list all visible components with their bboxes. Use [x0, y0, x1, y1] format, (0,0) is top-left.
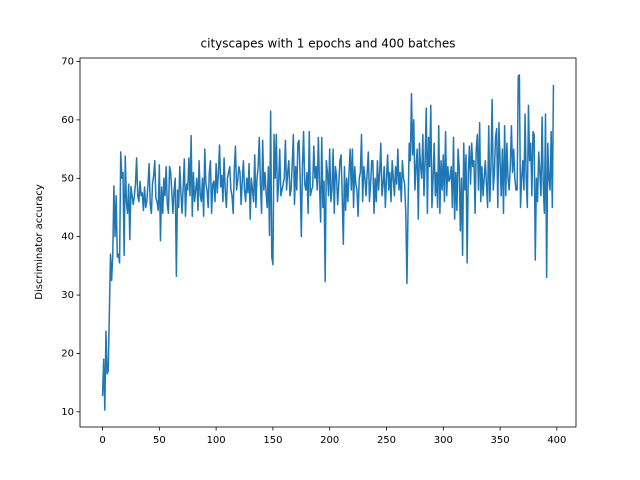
data-line	[101, 74, 555, 411]
y-tick-label: 60	[61, 115, 74, 126]
y-tick-label: 10	[61, 407, 74, 418]
x-tick-label: 300	[434, 435, 453, 446]
x-tick-label: 0	[99, 435, 105, 446]
x-tick-label: 250	[377, 435, 396, 446]
x-tick-label: 200	[320, 435, 339, 446]
y-tick-label: 50	[61, 173, 74, 184]
axes-frame	[79, 57, 577, 428]
y-axis-label: Discriminator accuracy	[34, 184, 45, 300]
y-tick-label: 30	[61, 290, 74, 301]
chart-title: cityscapes with 1 epochs and 400 batches	[201, 37, 456, 51]
x-tick-label: 50	[153, 435, 166, 446]
y-tick-label: 70	[61, 57, 74, 68]
x-tick-label: 150	[263, 435, 282, 446]
x-tick-label: 400	[547, 435, 566, 446]
x-tick-label: 100	[207, 435, 226, 446]
y-tick-label: 40	[61, 232, 74, 243]
y-tick-label: 20	[61, 348, 74, 359]
x-tick-label: 350	[491, 435, 510, 446]
